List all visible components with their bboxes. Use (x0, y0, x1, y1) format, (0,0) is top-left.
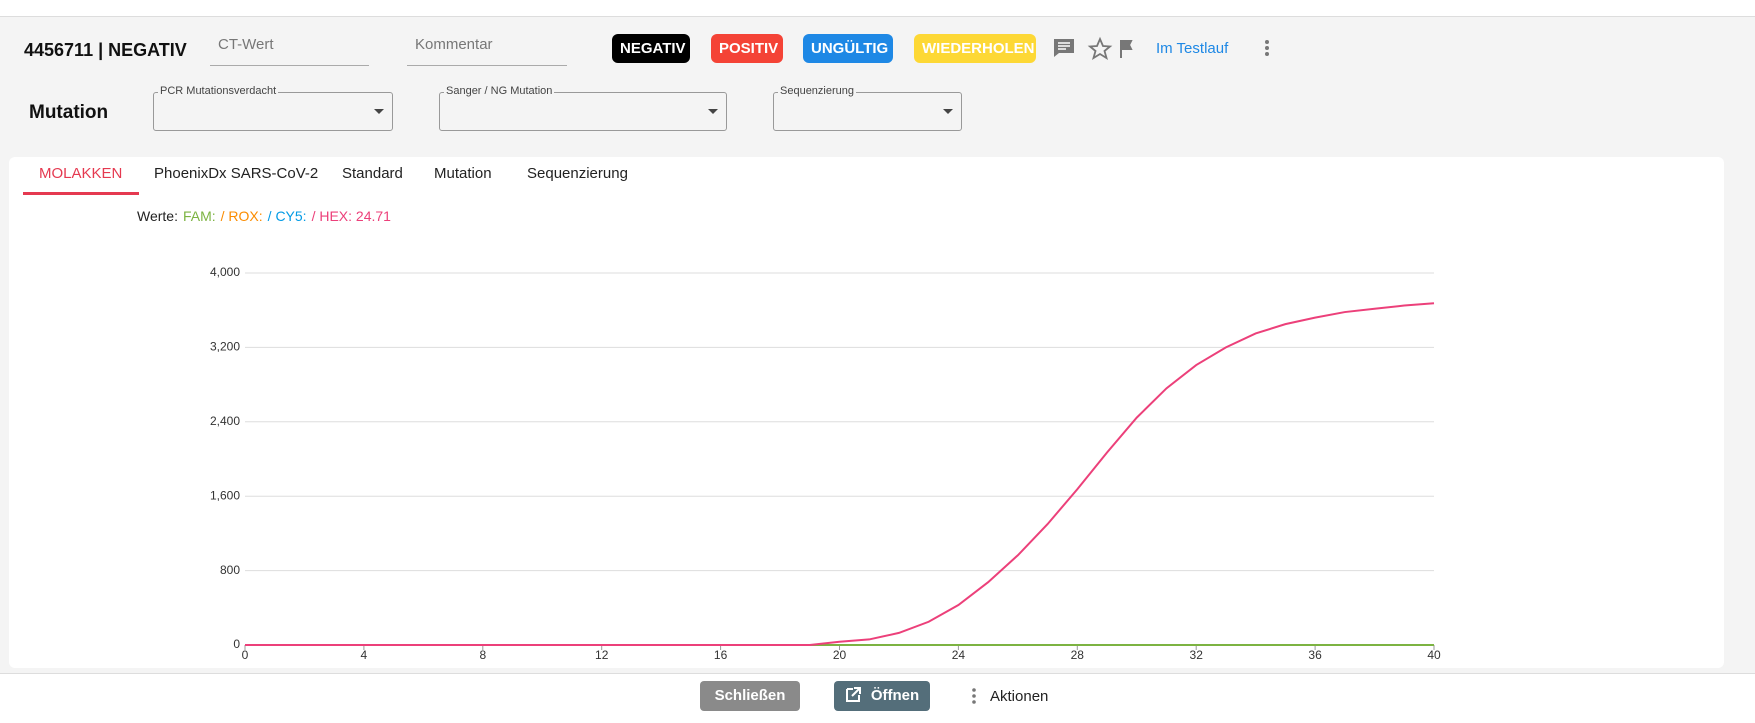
mutation-label: Mutation (29, 102, 109, 123)
header-icons[interactable] (1052, 36, 1152, 62)
x-tick-label: 24 (952, 648, 966, 662)
legend-item: / ROX: (220, 208, 263, 224)
dropdown-label: PCR Mutationsverdacht (158, 85, 279, 97)
dropdown[interactable]: PCR Mutationsverdacht (153, 85, 393, 131)
tab-indicator (23, 192, 139, 195)
status-link[interactable]: Im Testlauf (1156, 40, 1229, 57)
y-tick-label: 3,200 (210, 340, 240, 354)
y-tick-label: 1,600 (210, 488, 240, 502)
dropdown-label: Sequenzierung (778, 85, 857, 97)
tab[interactable]: PhoenixDx SARS-CoV-2 (154, 165, 319, 182)
legend-item: FAM: (182, 208, 216, 224)
sample-title: 4456711 | NEGATIV (24, 40, 187, 60)
tab[interactable]: Standard (342, 165, 403, 182)
ungueltig-button[interactable]: UNGÜLTIG (803, 34, 893, 63)
x-tick-label: 28 (1071, 648, 1085, 662)
legend: Werte: FAM: / ROX: / CY5: / HEX: 24.71 (137, 208, 391, 224)
close-button[interactable]: Schließen (700, 681, 800, 711)
open-label: Öffnen (870, 687, 920, 704)
x-tick-label: 32 (1190, 648, 1204, 662)
y-tick-label: 800 (220, 563, 240, 577)
legend-item: / CY5: (267, 208, 307, 224)
ct-input[interactable]: CT-Wert (210, 36, 369, 66)
tab[interactable]: Mutation (434, 165, 492, 182)
legend-prefix: Werte: (137, 208, 178, 224)
open-icon (845, 687, 861, 702)
negativ-button[interactable]: NEGATIV (612, 34, 690, 63)
actions-icon[interactable] (970, 687, 978, 705)
x-tick-label: 40 (1427, 648, 1441, 662)
dropdown-label: Sanger / NG Mutation (444, 85, 555, 97)
x-tick-label: 12 (595, 648, 609, 662)
card (9, 157, 1724, 668)
actions-button[interactable]: Aktionen (990, 688, 1049, 705)
x-tick-label: 16 (714, 648, 728, 662)
tab[interactable]: Sequenzierung (527, 165, 628, 182)
x-tick-label: 4 (361, 648, 368, 662)
dropdown[interactable]: Sanger / NG Mutation (439, 85, 727, 131)
positiv-button[interactable]: POSITIV (711, 34, 783, 63)
wiederholen-button[interactable]: WIEDERHOLEN (914, 34, 1036, 63)
comment-input[interactable]: Kommentar (407, 36, 567, 66)
x-tick-label: 36 (1308, 648, 1322, 662)
y-tick-label: 4,000 (210, 265, 240, 279)
x-tick-label: 8 (479, 648, 486, 662)
open-button[interactable]: Öffnen (834, 681, 930, 711)
more-menu[interactable] (1262, 38, 1272, 58)
data-line (245, 302, 1435, 646)
y-tick-label: 0 (233, 637, 240, 651)
chart: 0 800 1,600 2,400 3,200 4,000 0 4 8 12 16 20 24 28 32 3… (210, 265, 1441, 662)
tab-active[interactable]: MOLAKKEN (39, 165, 123, 182)
dropdown[interactable]: Sequenzierung (773, 85, 962, 131)
x-tick-label: 20 (833, 648, 847, 662)
x-tick-label: 0 (242, 648, 249, 662)
legend-item: / HEX: 24.71 (311, 208, 391, 224)
y-tick-label: 2,400 (210, 414, 240, 428)
